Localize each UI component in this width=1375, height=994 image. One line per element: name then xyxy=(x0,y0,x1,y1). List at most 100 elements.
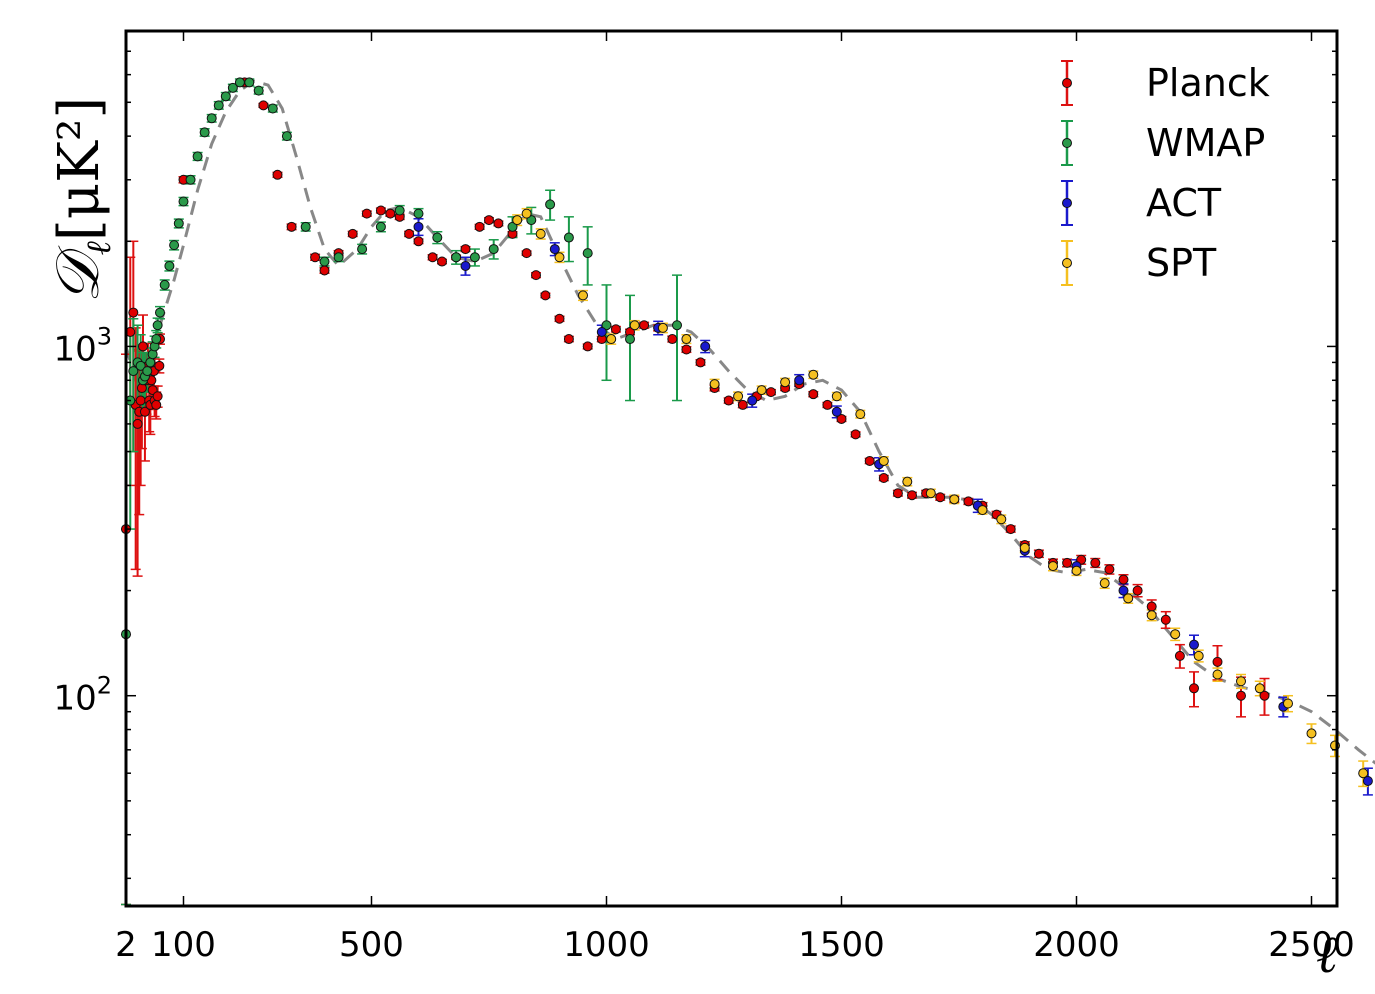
x-tick-label: 1500 xyxy=(798,925,885,965)
planck-data-point xyxy=(723,395,734,406)
y-tick-labels: 102 103 xyxy=(53,322,112,718)
spt-data-point xyxy=(1019,542,1030,553)
planck-data-point xyxy=(1236,690,1246,701)
planck-data-point xyxy=(667,334,678,345)
wmap-data-point xyxy=(625,334,635,345)
planck-data-point xyxy=(139,406,150,417)
planck-data-point xyxy=(935,492,946,503)
wmap-data-point xyxy=(178,196,189,207)
planck-data-point xyxy=(1146,601,1157,612)
planck-data-point xyxy=(563,334,574,345)
y-axis-label-sub: ℓ xyxy=(79,241,119,255)
spt-data-point xyxy=(1170,629,1181,640)
act-data-point xyxy=(831,406,842,417)
spt-data-point xyxy=(925,488,936,499)
wmap-data-point xyxy=(319,256,330,267)
wmap-data-point xyxy=(545,199,556,210)
spt-data-point xyxy=(629,320,640,331)
planck-data-point xyxy=(822,399,833,410)
legend-spt-marker xyxy=(1062,258,1072,268)
x-tick-label: 2500 xyxy=(1268,925,1355,965)
planck-data-point xyxy=(135,395,146,406)
legend-planck-marker xyxy=(1062,78,1072,88)
plot-frame xyxy=(124,29,1339,908)
spt-data-point xyxy=(1071,565,1082,576)
planck-data-point xyxy=(582,341,593,352)
act-data-point xyxy=(1189,639,1199,650)
planck-data-point xyxy=(347,228,358,239)
planck-data-point xyxy=(892,488,903,499)
planck-data-point xyxy=(154,360,165,371)
planck-data-point xyxy=(766,387,776,398)
wmap-data-point xyxy=(145,357,156,368)
wmap-data-point xyxy=(128,366,139,377)
planck-data-point xyxy=(531,270,541,281)
wmap-data-point xyxy=(394,205,405,216)
wmap-data-point xyxy=(375,221,386,232)
act-data-point xyxy=(794,375,805,386)
spt-data-point xyxy=(578,290,588,301)
x-tick-label: 2 xyxy=(115,925,137,965)
wmap-data-point xyxy=(333,252,344,263)
spt-data-point xyxy=(1146,610,1157,621)
legend-spt-label: SPT xyxy=(1146,241,1217,285)
spt-data-point xyxy=(535,228,546,239)
spt-data-point xyxy=(1123,593,1134,604)
wmap-data-point xyxy=(413,208,424,219)
axis-ticks xyxy=(125,30,1337,906)
wmap-data-point xyxy=(199,127,210,138)
planck-data-point xyxy=(610,324,621,335)
planck-data-point xyxy=(737,399,748,410)
legend-act-label: ACT xyxy=(1146,181,1222,225)
wmap-data-point xyxy=(220,91,231,102)
planck-data-point xyxy=(681,344,692,355)
planck-data-point xyxy=(138,341,148,352)
planck-data-point xyxy=(493,218,504,229)
wmap-data-point xyxy=(357,244,368,255)
planck-data-point xyxy=(404,228,415,239)
spt-data-point xyxy=(1358,768,1369,779)
spt-data-point xyxy=(1306,728,1317,739)
x-tick-label: 2000 xyxy=(1033,925,1120,965)
spt-data-point xyxy=(831,391,842,402)
planck-data-point xyxy=(639,320,650,331)
wmap-data-point xyxy=(469,252,480,263)
act-data-point xyxy=(549,244,560,255)
x-axis-label: ℓ xyxy=(1316,925,1338,985)
planck-data-point xyxy=(878,473,889,484)
spt-data-point xyxy=(1283,698,1293,709)
legend: Planck WMAP ACT SPT xyxy=(1061,60,1270,286)
y-axis-label: 𝒟ℓ[μK²] xyxy=(43,97,119,303)
planck-data-point xyxy=(427,252,438,263)
act-data-point xyxy=(413,221,424,232)
planck-data-point xyxy=(850,429,861,440)
x-tick-labels: 2 100 500 1000 1500 2000 2500 xyxy=(115,925,1355,965)
spt-data-point xyxy=(996,514,1007,525)
y-axis-label-units: [μK²] xyxy=(47,97,112,241)
legend-wmap-label: WMAP xyxy=(1146,121,1265,165)
planck-data-point xyxy=(907,490,917,501)
spt-data-point xyxy=(949,494,960,505)
planck-data-point xyxy=(286,221,297,232)
wmap-data-point xyxy=(234,77,245,88)
spt-data-point xyxy=(1236,676,1246,687)
spt-data-point xyxy=(1212,669,1223,680)
wmap-data-point xyxy=(563,232,574,243)
spt-data-point xyxy=(1048,561,1058,572)
planck-data-point xyxy=(695,357,706,368)
planck-data-point xyxy=(375,205,386,216)
legend-wmap-marker xyxy=(1062,138,1072,148)
planck-data-point xyxy=(554,313,565,324)
planck-data-point xyxy=(272,169,283,180)
planck-data-point xyxy=(413,236,424,247)
planck-data-point xyxy=(128,307,139,318)
x-tick-label: 100 xyxy=(151,925,216,965)
planck-data-point xyxy=(361,208,372,219)
planck-data-point xyxy=(474,221,485,232)
planck-data-point xyxy=(1189,683,1199,694)
y-tick-label: 102 xyxy=(53,672,112,719)
spt-data-point xyxy=(606,334,617,345)
wmap-data-point xyxy=(192,151,203,162)
spt-data-point xyxy=(977,505,988,516)
planck-data-point xyxy=(310,252,321,263)
